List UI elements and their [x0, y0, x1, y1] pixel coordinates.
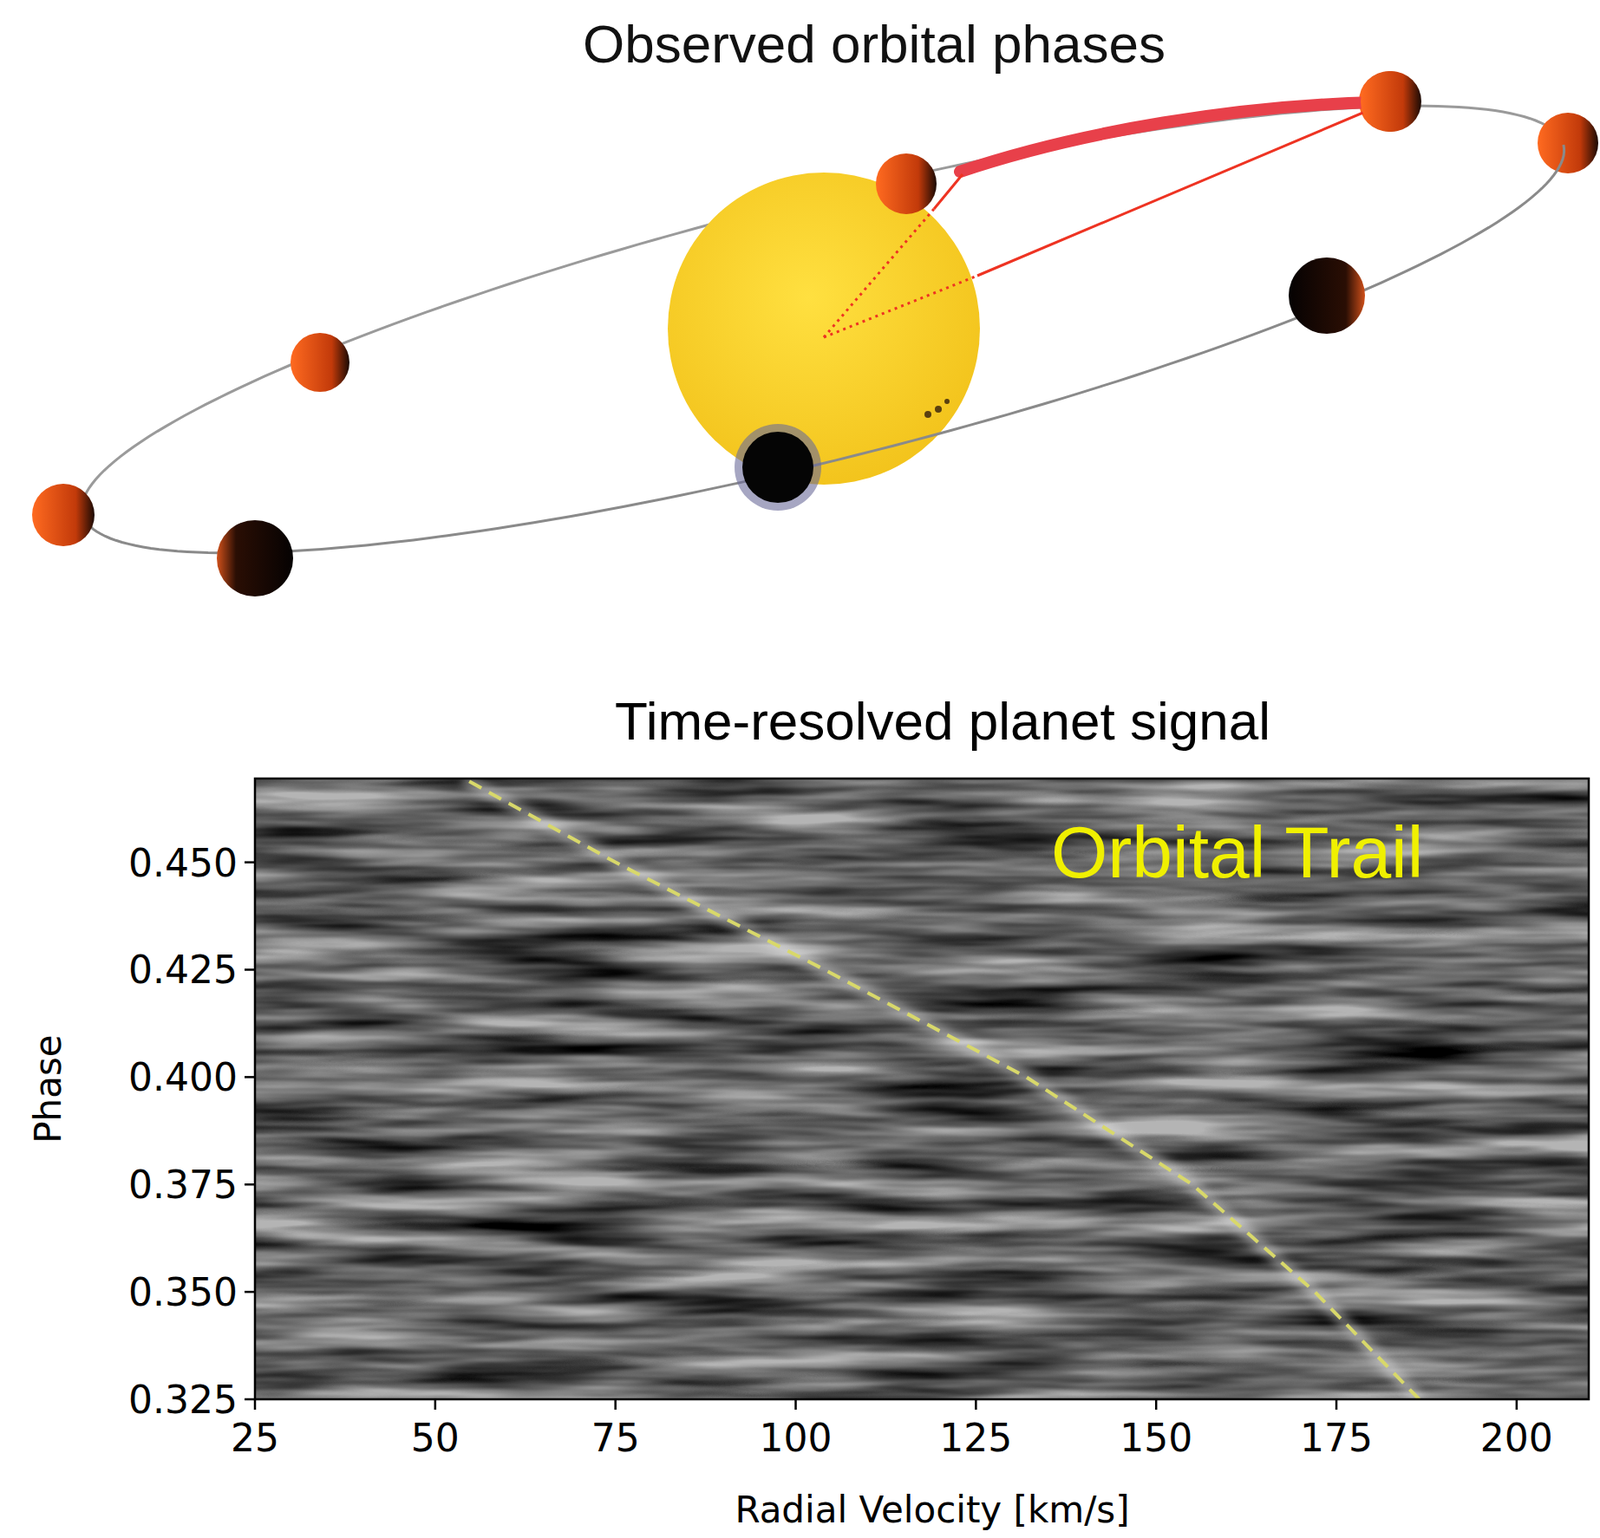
planet	[875, 153, 937, 215]
plot-area	[254, 778, 1589, 1400]
y-tick	[244, 1183, 255, 1187]
orbit-front	[82, 144, 1565, 554]
y-tick-label: 0.425	[128, 947, 238, 993]
x-tick-label: 175	[1299, 1416, 1373, 1461]
starspot	[944, 398, 950, 405]
starspot	[924, 411, 932, 418]
x-tick-label: 125	[939, 1416, 1013, 1461]
planet	[1360, 71, 1422, 132]
noise-texture	[254, 778, 1589, 1400]
x-tick-label: 200	[1480, 1416, 1554, 1461]
phase-dotted	[823, 275, 978, 338]
x-tick	[434, 1399, 438, 1411]
y-tick	[244, 861, 255, 864]
x-tick	[1155, 1399, 1158, 1411]
planet	[32, 483, 95, 547]
y-tick-label: 0.325	[128, 1377, 238, 1423]
planet	[1537, 112, 1599, 174]
annotation: Orbital Trail	[1051, 811, 1424, 894]
phase-line	[977, 102, 1388, 276]
y-axis-title: Phase	[26, 1034, 70, 1143]
canvas: Observed orbital phases Time-resolved pla…	[0, 0, 1600, 1538]
x-tick	[974, 1399, 978, 1411]
chart-title: Time-resolved planet signal	[614, 691, 1271, 752]
x-axis-title: Radial Velocity [km/s]	[734, 1488, 1130, 1532]
x-tick-label: 75	[591, 1416, 640, 1461]
y-tick	[244, 1076, 255, 1079]
x-tick	[794, 1399, 797, 1411]
x-tick-label: 25	[230, 1416, 280, 1461]
y-tick-label: 0.450	[128, 841, 238, 886]
phase-arc	[960, 102, 1375, 172]
x-tick-label: 150	[1119, 1416, 1193, 1461]
planet	[290, 333, 350, 392]
y-tick	[244, 1398, 255, 1402]
diagram-title: Observed orbital phases	[582, 13, 1166, 74]
plot-frame	[254, 778, 1589, 1400]
y-tick-label: 0.400	[128, 1055, 238, 1100]
x-tick	[1515, 1399, 1519, 1411]
x-tick	[254, 1399, 257, 1411]
x-tick	[613, 1399, 617, 1411]
figure: Observed orbital phases Time-resolved pla…	[0, 0, 1600, 1538]
plot-background	[254, 778, 1589, 1400]
planet	[1288, 257, 1365, 334]
planet	[216, 520, 294, 597]
y-tick	[244, 968, 255, 972]
transit-planet	[742, 431, 814, 503]
transit-halo	[734, 424, 822, 511]
phase-dotted	[823, 208, 934, 338]
starspot	[934, 405, 942, 413]
orbit-back	[81, 105, 1564, 515]
y-tick	[244, 1291, 255, 1294]
x-tick-label: 50	[411, 1416, 460, 1461]
y-tick-label: 0.350	[128, 1270, 238, 1315]
star	[667, 172, 980, 485]
x-tick-label: 100	[759, 1416, 833, 1461]
phase-line	[933, 174, 963, 209]
x-tick	[1335, 1399, 1339, 1411]
y-tick-label: 0.375	[128, 1162, 238, 1208]
